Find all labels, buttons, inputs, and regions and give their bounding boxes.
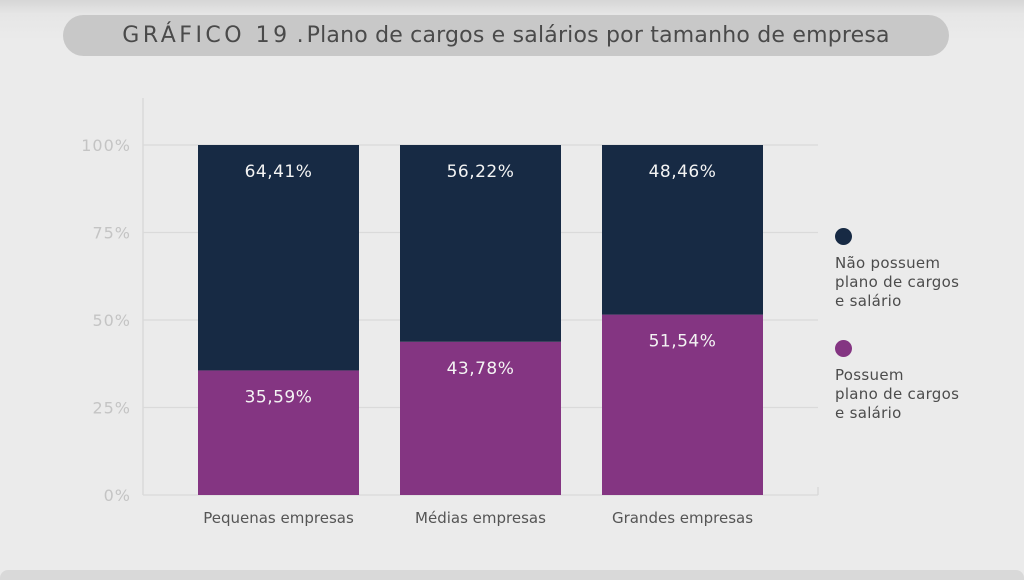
chart-title-prefix: GRÁFICO 19 — [122, 23, 291, 48]
data-label: 48,46% — [649, 162, 717, 182]
bar-segment — [400, 145, 561, 342]
data-label: 56,22% — [447, 162, 515, 182]
y-tick-label: 100% — [81, 136, 131, 155]
legend-label-nao-possuem: Não possuem plano de cargos e salário — [835, 254, 960, 310]
x-category-label: Médias empresas — [415, 509, 546, 527]
bottom-bar — [0, 570, 1024, 580]
data-label: 43,78% — [447, 359, 515, 379]
legend-item-nao-possuem: Não possuem plano de cargos e salário — [835, 228, 985, 311]
data-label: 64,41% — [245, 162, 313, 182]
chart-title: GRÁFICO 19 . Plano de cargos e salários … — [63, 15, 949, 56]
bar-segment — [400, 341, 561, 495]
legend-item-possuem: Possuem plano de cargos e salário — [835, 340, 985, 423]
data-label: 51,54% — [649, 332, 717, 352]
x-category-label: Grandes empresas — [612, 509, 753, 527]
bar-segment — [198, 370, 359, 495]
bar-segment — [198, 145, 359, 371]
data-label: 35,59% — [245, 387, 313, 407]
y-tick-label: 50% — [92, 311, 131, 330]
bar-segment — [602, 314, 763, 495]
bar-segment — [602, 145, 763, 315]
legend-label-possuem: Possuem plano de cargos e salário — [835, 366, 960, 422]
x-category-label: Pequenas empresas — [203, 509, 354, 527]
chart-title-separator: . — [296, 23, 304, 48]
y-tick-label: 25% — [92, 399, 131, 418]
y-tick-label: 75% — [92, 224, 131, 243]
chart-title-text: Plano de cargos e salários por tamanho d… — [306, 23, 890, 48]
legend-swatch-possuem — [835, 340, 852, 357]
y-tick-label: 0% — [104, 486, 131, 505]
legend-swatch-nao-possuem — [835, 228, 852, 245]
